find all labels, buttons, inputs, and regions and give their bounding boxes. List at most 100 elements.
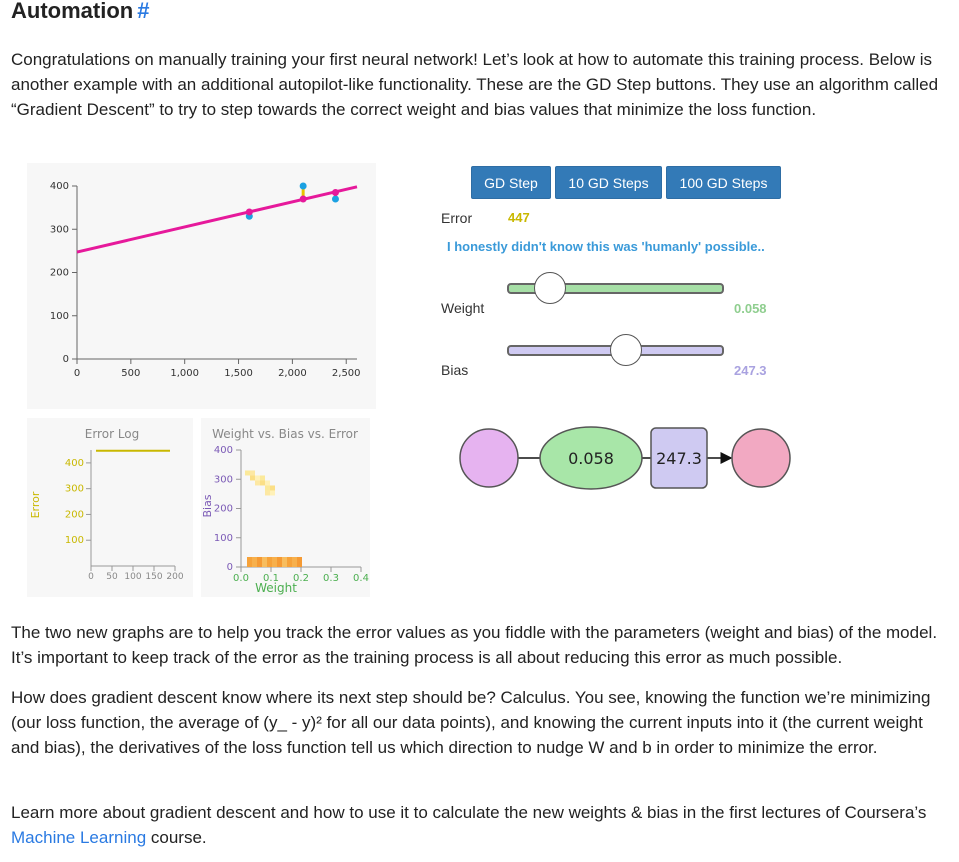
- heatmap-cell: [292, 557, 297, 567]
- heatmap-cell: [255, 475, 260, 481]
- bias-label: Bias: [441, 362, 469, 378]
- gd-step-button[interactable]: GD Step: [471, 166, 551, 199]
- heat-y-tick-label: 0: [227, 562, 233, 573]
- network-diagram: 0.058 247.3: [459, 426, 791, 490]
- prediction-point: [331, 188, 339, 196]
- section-heading: Automation #: [11, 0, 149, 24]
- x-tick-label: 2,000: [278, 368, 307, 379]
- y-tick-label: 0: [63, 354, 69, 365]
- heatmap-cell: [255, 480, 260, 486]
- heatmap-cell: [265, 490, 270, 496]
- prediction-point: [299, 195, 307, 203]
- heatmap-cell: [260, 480, 265, 486]
- input-node: [459, 428, 519, 488]
- heat-y-tick-label: 400: [214, 445, 233, 456]
- heat-x-tick-label: 0.2: [293, 573, 309, 584]
- heatmap-cell: [247, 557, 252, 567]
- heatmap-chart: Weight vs. Bias vs. Error Bias Weight 0.…: [201, 427, 369, 595]
- error-y-tick-label: 400: [65, 458, 84, 469]
- x-tick-label: 500: [121, 368, 140, 379]
- error-x-tick-label: 0: [88, 572, 94, 582]
- bias-value: 247.3: [734, 363, 767, 378]
- error-axis-label: Error: [29, 491, 42, 518]
- scatter-panel: 0 500 1,000 1,500 2,000 2,500 0 100 200 300 400: [27, 163, 376, 409]
- x-tick-label: 1,500: [224, 368, 253, 379]
- error-label: Error: [441, 210, 473, 226]
- error-x-tick-label: 200: [166, 572, 183, 582]
- error-x-tick-label: 50: [106, 572, 118, 582]
- weight-axis-label: Weight: [255, 581, 297, 595]
- bias-axis-label: Bias: [201, 494, 214, 517]
- heatmap-cell: [250, 475, 255, 481]
- heatmap-cell: [272, 557, 277, 567]
- learn-more-paragraph: Learn more about gradient descent and ho…: [11, 800, 951, 850]
- heatmap-cell: [265, 480, 270, 486]
- scatter-chart: 0 500 1,000 1,500 2,000 2,500 0 100 200 300 400: [50, 181, 361, 379]
- heatmap-cell: [252, 557, 257, 567]
- heatmap-cell: [257, 557, 262, 567]
- weight-slider[interactable]: [507, 283, 724, 294]
- heatmap-panel: Weight vs. Bias vs. Error Bias Weight 0.…: [201, 418, 370, 597]
- heat-y-tick-label: 300: [214, 474, 233, 485]
- prediction-point: [245, 208, 253, 216]
- heatmap-cell: [262, 557, 267, 567]
- gd-10-steps-button[interactable]: 10 GD Steps: [555, 166, 662, 199]
- graphs-paragraph: The two new graphs are to help you track…: [11, 623, 938, 667]
- heat-x-tick-label: 0.0: [233, 573, 249, 584]
- weight-slider-handle[interactable]: [534, 272, 567, 304]
- learn-more-text: Learn more about gradient descent and ho…: [11, 803, 927, 822]
- weight-label: Weight: [441, 300, 485, 316]
- intro-paragraph: Congratulations on manually training you…: [11, 50, 939, 119]
- error-log-panel: Error Log Error 100 200 300 400 0 50 100 150 200: [27, 418, 193, 597]
- heatmap-cell: [260, 475, 265, 481]
- machine-learning-link[interactable]: Machine Learning: [11, 828, 147, 847]
- bias-node-label: 247.3: [656, 449, 702, 468]
- heatmap-cell: [282, 557, 287, 567]
- heat-y-tick-label: 100: [214, 533, 233, 544]
- heading-title: Automation: [11, 0, 134, 23]
- heatmap-cell: [287, 557, 292, 567]
- heat-x-tick-label: 0.4: [353, 573, 369, 584]
- y-tick-label: 400: [50, 181, 69, 192]
- heatmap-title: Weight vs. Bias vs. Error: [212, 427, 358, 441]
- error-x-tick-label: 150: [145, 572, 162, 582]
- heatmap-cell: [267, 557, 272, 567]
- heatmap-cell: [245, 470, 250, 476]
- output-node: [731, 428, 791, 488]
- heat-y-tick-label: 200: [214, 504, 233, 515]
- weight-value: 0.058: [734, 301, 767, 316]
- bias-node: [650, 427, 708, 489]
- data-point: [331, 195, 339, 203]
- weight-node: [539, 426, 643, 490]
- data-point: [299, 182, 307, 190]
- heading-anchor-link[interactable]: #: [137, 0, 150, 23]
- gd-100-steps-button[interactable]: 100 GD Steps: [666, 166, 781, 199]
- heatmap-cell: [297, 557, 302, 567]
- y-tick-label: 200: [50, 268, 69, 279]
- y-tick-label: 300: [50, 224, 69, 235]
- calculus-paragraph: How does gradient descent know where its…: [11, 688, 931, 757]
- heatmap-cell: [270, 490, 275, 496]
- error-y-tick-label: 300: [65, 484, 84, 495]
- heatmap-cell: [265, 485, 270, 491]
- error-y-tick-label: 100: [65, 535, 84, 546]
- error-value: 447: [508, 210, 530, 225]
- x-tick-label: 2,500: [332, 368, 361, 379]
- bias-slider-handle[interactable]: [610, 334, 643, 366]
- error-y-tick-label: 200: [65, 509, 84, 520]
- weight-node-label: 0.058: [568, 449, 614, 468]
- learn-more-suffix: course.: [146, 828, 207, 847]
- heat-x-tick-label: 0.3: [323, 573, 339, 584]
- regression-line: [76, 185, 358, 254]
- heatmap-cell: [270, 485, 275, 491]
- error-log-chart: Error Log Error 100 200 300 400 0 50 100 150 200: [29, 427, 184, 582]
- error-log-title: Error Log: [85, 427, 140, 441]
- heat-x-tick-label: 0.1: [263, 573, 279, 584]
- heatmap-cell: [277, 557, 282, 567]
- x-tick-label: 0: [74, 368, 80, 379]
- heatmap-cell: [250, 470, 255, 476]
- x-tick-label: 1,000: [170, 368, 199, 379]
- status-message: I honestly didn't know this was 'humanly…: [447, 239, 765, 254]
- error-x-tick-label: 100: [124, 572, 141, 582]
- y-tick-label: 100: [50, 311, 69, 322]
